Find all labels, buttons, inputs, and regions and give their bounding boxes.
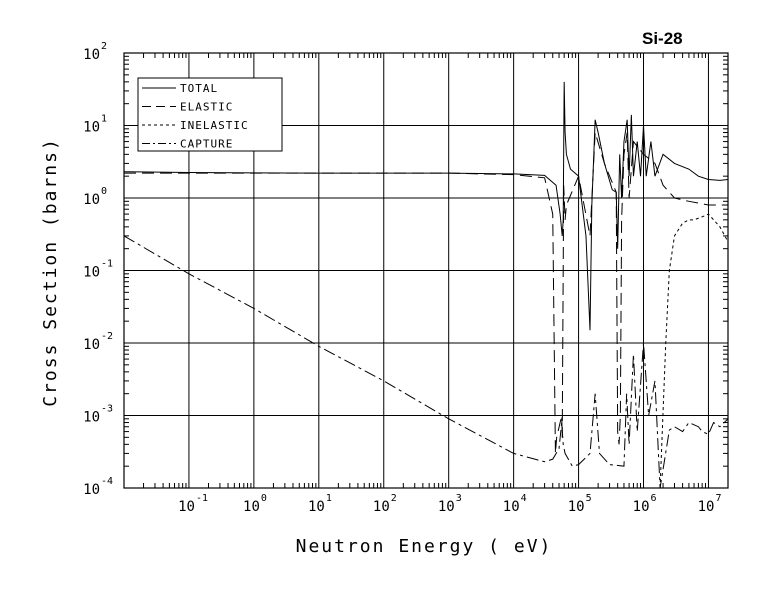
y-tick-label: 10 [83, 482, 100, 498]
x-tick-exponent: 2 [391, 493, 397, 504]
x-tick-exponent: 0 [261, 493, 267, 504]
y-axis-label: Cross Section (barns) [40, 137, 61, 407]
x-tick-label: 10 [373, 499, 390, 515]
x-tick-label: 10 [243, 499, 260, 515]
legend: TOTAL ELASTIC INELASTIC CAPTURE [137, 77, 283, 152]
x-tick-label: 10 [308, 499, 325, 515]
y-tick-exponent: -1 [101, 259, 113, 270]
x-tick-label: 10 [633, 499, 650, 515]
y-tick-label: 10 [83, 47, 100, 63]
axis-ticks [124, 53, 728, 488]
y-tick-label: 10 [83, 265, 100, 281]
series-capture-line [124, 235, 728, 488]
chart-title: Si-28 [642, 29, 683, 48]
x-axis-label: Neutron Energy ( eV) [296, 536, 553, 557]
x-tick-label: 10 [568, 499, 585, 515]
legend-box [137, 77, 283, 152]
y-tick-label: 10 [83, 410, 100, 426]
y-tick-exponent: -3 [101, 404, 113, 415]
series-total-line [124, 81, 728, 331]
x-tick-exponent: 4 [521, 493, 527, 504]
x-tick-label: 10 [503, 499, 520, 515]
legend-label-elastic: ELASTIC [180, 101, 233, 114]
y-tick-label: 10 [83, 192, 100, 208]
legend-label-capture: CAPTURE [180, 138, 233, 151]
y-tick-label: 10 [83, 120, 100, 136]
x-tick-exponent: 5 [586, 493, 592, 504]
x-tick-exponent: 7 [715, 493, 721, 504]
legend-label-inelastic: INELASTIC [180, 119, 249, 132]
y-tick-exponent: 2 [101, 41, 107, 52]
y-tick-exponent: 0 [101, 186, 107, 197]
legend-label-total: TOTAL [180, 82, 218, 95]
y-tick-exponent: 1 [101, 114, 107, 125]
y-tick-label: 10 [83, 337, 100, 353]
x-tick-exponent: 1 [326, 493, 332, 504]
x-tick-label: 10 [178, 499, 195, 515]
y-tick-exponent: -4 [101, 476, 113, 487]
x-tick-exponent: -1 [196, 493, 208, 504]
y-tick-exponent: -2 [101, 331, 113, 342]
x-tick-exponent: 6 [651, 493, 657, 504]
series-elastic-line [124, 132, 728, 454]
x-tick-label: 10 [698, 499, 715, 515]
series-layer [124, 81, 728, 488]
series-inelastic-line [659, 213, 728, 488]
x-tick-exponent: 3 [456, 493, 462, 504]
x-tick-label: 10 [438, 499, 455, 515]
plot-frame [123, 52, 729, 489]
